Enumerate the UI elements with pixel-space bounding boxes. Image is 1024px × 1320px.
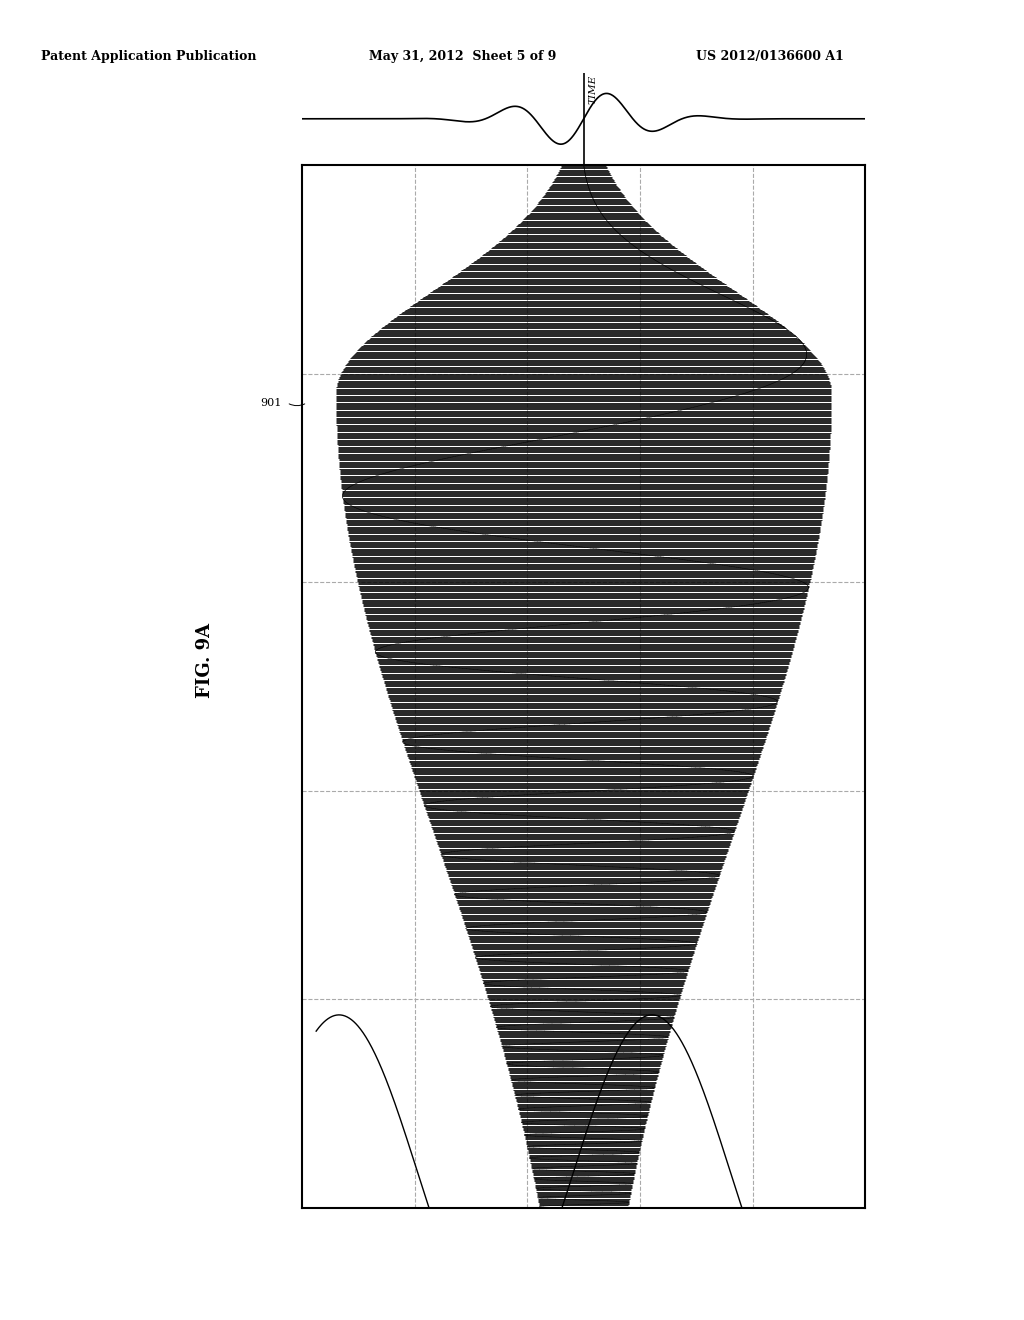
Text: TIME: TIME [589, 75, 598, 104]
Text: 901: 901 [260, 397, 282, 408]
Text: Patent Application Publication: Patent Application Publication [41, 50, 256, 63]
Text: FIG. 9A: FIG. 9A [196, 623, 214, 697]
Text: May 31, 2012  Sheet 5 of 9: May 31, 2012 Sheet 5 of 9 [369, 50, 556, 63]
Text: US 2012/0136600 A1: US 2012/0136600 A1 [696, 50, 844, 63]
